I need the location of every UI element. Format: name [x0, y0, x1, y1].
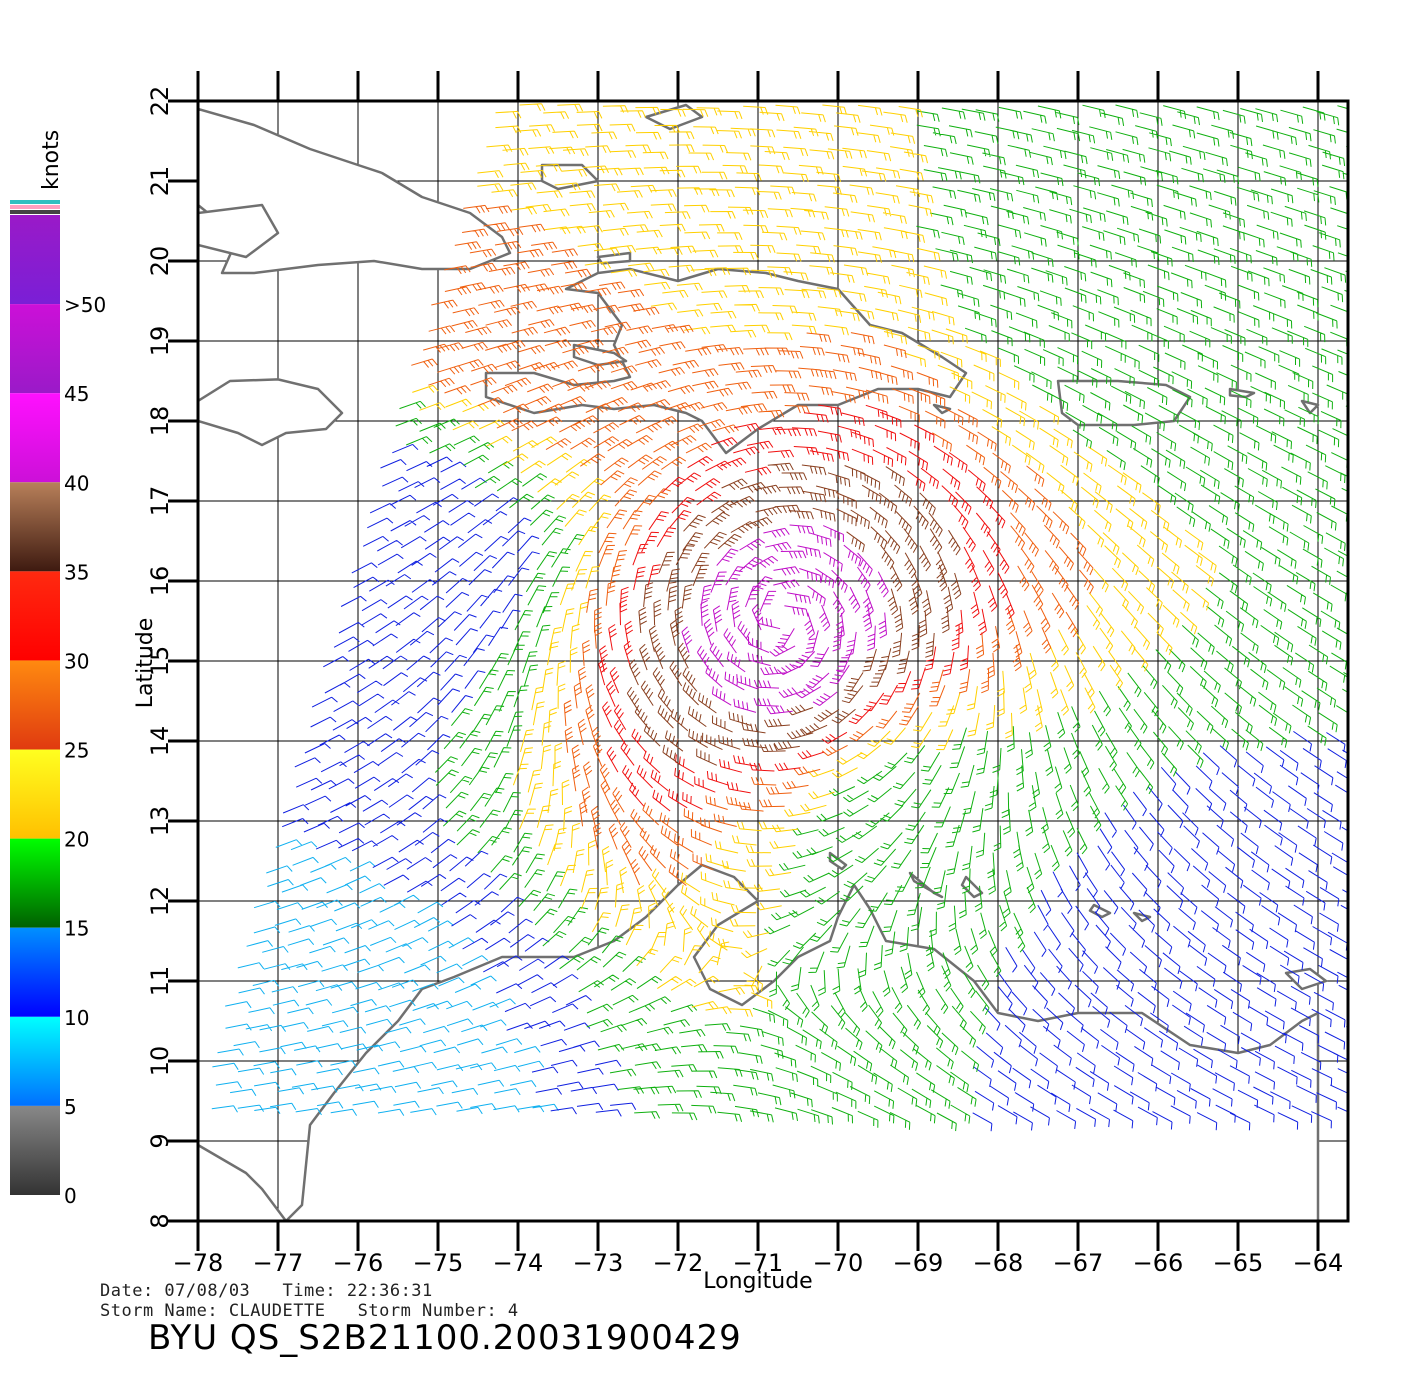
legend-color-bar: [10, 215, 60, 1195]
legend-label: 40: [64, 471, 89, 495]
x-tick-label: −64: [1293, 1249, 1344, 1277]
y-tick-label: 21: [146, 166, 174, 197]
legend-label: 15: [64, 917, 89, 941]
legend-label: 5: [64, 1095, 77, 1119]
legend-band-40: [10, 393, 60, 483]
x-tick-label: −69: [893, 1249, 944, 1277]
plot-frame: [168, 71, 1350, 1251]
y-tick-label: 16: [146, 566, 174, 597]
y-tick-label: 11: [146, 966, 174, 997]
legend-band-10: [10, 927, 60, 1017]
legend-label: 45: [64, 382, 89, 406]
color-legend: >50 45 40 35 30 25 20 15 10 5 0 knots: [10, 130, 106, 1208]
wind-barbs: [211, 103, 1348, 1132]
legend-band-gt50: [10, 215, 60, 305]
land-hispaniola: [484, 267, 968, 455]
y-tick-label: 14: [146, 726, 174, 757]
legend-cap-pink: [10, 205, 60, 209]
land-jamaica: [198, 378, 344, 447]
x-tick-label: −74: [493, 1249, 544, 1277]
legend-label: 25: [64, 739, 89, 763]
legend-band-5: [10, 1016, 60, 1106]
land-los-roques: [1088, 903, 1112, 919]
y-tick-label: 12: [146, 886, 174, 917]
y-tick-label: 13: [146, 806, 174, 837]
land-saona: [932, 403, 952, 415]
y-tick-label: 10: [146, 1046, 174, 1077]
wind-barb-set: [211, 839, 559, 1116]
product-file-id: BYU QS_S2B21100.20031900429: [148, 1318, 742, 1358]
wind-barb-set: [412, 103, 1217, 1017]
land-anguilla: [1300, 399, 1320, 415]
x-axis-title: Longitude: [703, 1269, 812, 1294]
legend-label: 10: [64, 1006, 89, 1030]
legend-unit-label: knots: [39, 130, 64, 190]
legend-band-30: [10, 571, 60, 661]
y-tick-label: 17: [146, 486, 174, 517]
storm-info-line: Storm Name: CLAUDETTE Storm Number: 4: [100, 1301, 519, 1321]
wind-barb-set: [626, 462, 962, 766]
wind-barb-set: [598, 404, 1015, 812]
wind-barb-set: [395, 104, 1348, 1132]
land-bonaire: [960, 875, 984, 899]
land-la-orchila: [1132, 911, 1152, 923]
legend-label: 30: [64, 649, 89, 673]
legend-band-20: [10, 749, 60, 839]
legend-band-15: [10, 838, 60, 928]
x-tick-label: −78: [173, 1249, 224, 1277]
x-tick-label: −65: [1213, 1249, 1264, 1277]
land-colombia-venezuela-coast: [198, 863, 1320, 1221]
y-tick-label: 18: [146, 406, 174, 437]
x-tick-label: −72: [653, 1249, 704, 1277]
legend-band-0: [10, 1105, 60, 1195]
y-tick-label: 20: [146, 246, 174, 277]
y-tick-label: 15: [146, 646, 174, 677]
wind-barb-set: [681, 524, 889, 715]
legend-cap-cyan: [10, 200, 60, 204]
x-tick-label: −70: [813, 1249, 864, 1277]
legend-label: 20: [64, 828, 89, 852]
x-tick-label: −73: [573, 1249, 624, 1277]
y-axis-title: Latitude: [133, 618, 158, 709]
x-tick-label: −67: [1053, 1249, 1104, 1277]
legend-cap-dark: [10, 210, 60, 214]
date-time-line: Date: 07/08/03 Time: 22:36:31: [100, 1281, 433, 1301]
y-tick-label: 9: [146, 1133, 174, 1148]
x-tick-label: −77: [253, 1249, 304, 1277]
wind-barb-set: [411, 204, 1094, 886]
land-isla-de-la-juventud: [198, 203, 280, 259]
legend-label: >50: [64, 293, 106, 317]
x-tick-label: −66: [1133, 1249, 1184, 1277]
wind-barb-set: [282, 443, 1348, 1132]
land-puerto-rico: [1056, 379, 1192, 427]
legend-band-25: [10, 660, 60, 750]
land-virgin-islands: [1228, 387, 1256, 399]
y-tick-label: 19: [146, 326, 174, 357]
legend-label: 35: [64, 560, 89, 584]
legend-label: 0: [64, 1184, 77, 1208]
x-tick-label: −75: [413, 1249, 464, 1277]
legend-band-35: [10, 482, 60, 572]
tick-labels: −78 −77 −76 −75 −74 −73 −72 −71 −70 −69 −68 −67 −66 −…: [146, 86, 1343, 1277]
legend-band-45: [10, 304, 60, 394]
x-tick-label: −76: [333, 1249, 384, 1277]
y-tick-label: 8: [146, 1213, 174, 1228]
x-tick-label: −68: [973, 1249, 1024, 1277]
land-curacao: [908, 871, 944, 899]
y-tick-label: 22: [146, 86, 174, 117]
x-tick-label: −71: [733, 1249, 784, 1277]
